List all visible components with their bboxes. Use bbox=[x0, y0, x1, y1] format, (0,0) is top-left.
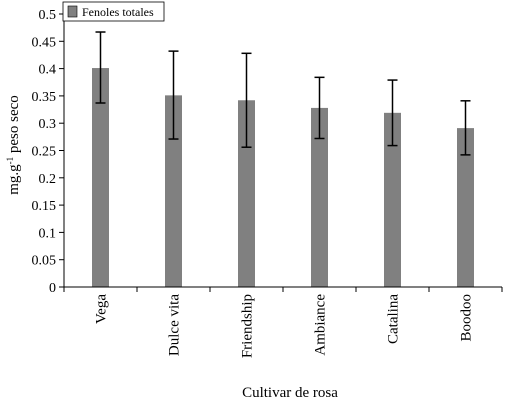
bar bbox=[92, 68, 109, 287]
x-category-label: Vega bbox=[94, 294, 110, 324]
y-tick-label: 0.35 bbox=[32, 90, 57, 105]
y-tick-label: 0.05 bbox=[32, 254, 57, 269]
x-category-label: Ambiance bbox=[313, 294, 329, 356]
y-tick-label: 0.5 bbox=[39, 8, 57, 23]
y-axis-title-rest: peso seco bbox=[6, 95, 22, 157]
bar bbox=[384, 112, 401, 288]
bar bbox=[311, 107, 328, 287]
y-tick-label: 0.25 bbox=[32, 145, 57, 160]
x-category-label: Dulce vita bbox=[167, 294, 183, 356]
x-category-label: Boodoo bbox=[459, 294, 475, 342]
y-axis-title-unit: mg.g bbox=[6, 164, 22, 195]
x-category-label: Catalina bbox=[386, 294, 402, 344]
y-tick-label: 0.4 bbox=[39, 63, 57, 78]
y-tick-label: 0 bbox=[49, 281, 56, 296]
y-tick-label: 0.15 bbox=[32, 199, 57, 214]
y-tick-label: 0.45 bbox=[32, 35, 57, 50]
y-tick-label: 0.1 bbox=[39, 226, 57, 241]
legend-label: Fenoles totales bbox=[82, 5, 154, 19]
y-axis-title-superscript: -1 bbox=[5, 157, 15, 165]
bar bbox=[457, 128, 474, 287]
y-tick-label: 0.3 bbox=[39, 117, 57, 132]
y-axis-title: mg.g-1 peso seco bbox=[5, 95, 22, 195]
legend-swatch bbox=[67, 5, 78, 18]
bars-layer bbox=[92, 68, 474, 288]
legend-box bbox=[62, 1, 165, 22]
error-bars-layer bbox=[95, 31, 471, 156]
x-category-label: Friendship bbox=[240, 294, 256, 358]
x-category-labels: Vega Dulce vita Friendship Ambiance Catalina… bbox=[63, 287, 503, 358]
legend: Fenoles totales bbox=[62, 1, 165, 22]
bar bbox=[165, 95, 182, 287]
y-tick-label: 0.2 bbox=[39, 172, 57, 187]
y-ticks-layer: 0 0.05 0.1 0.15 0.2 0.25 0.3 0.35 0.4 0.45 0.5 bbox=[32, 8, 64, 296]
x-axis-title: Cultivar de rosa bbox=[242, 385, 338, 401]
